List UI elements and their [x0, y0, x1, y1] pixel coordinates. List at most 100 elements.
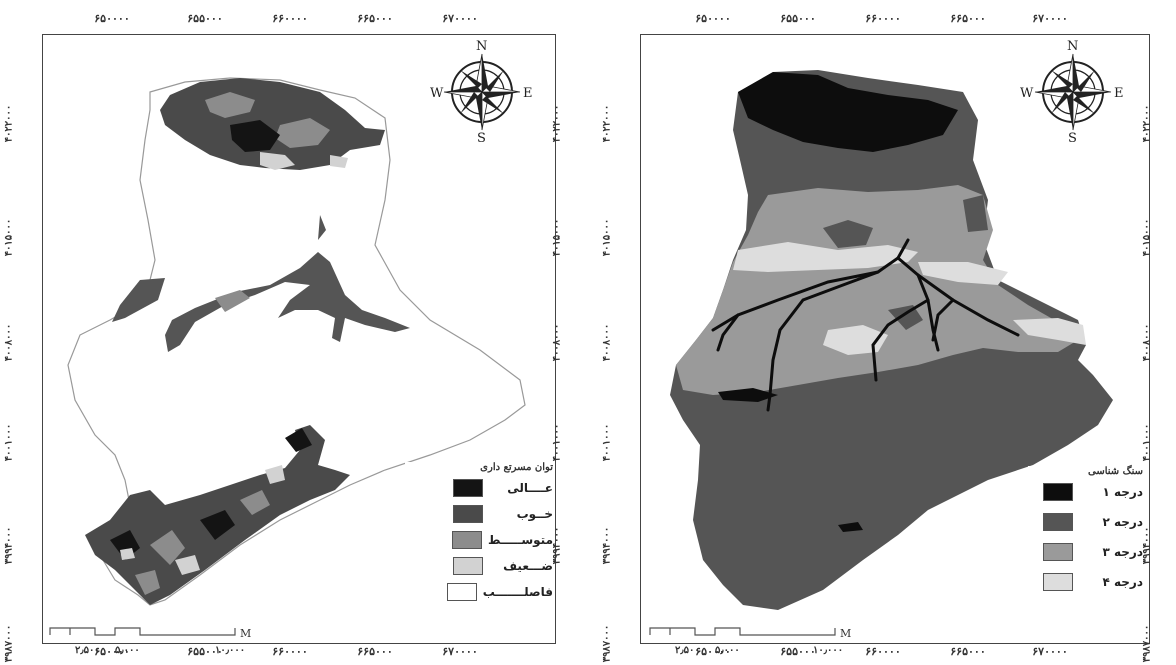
- legend-label: درجه ۳: [1102, 545, 1144, 559]
- lithology-map: ۶۵۰۰۰۰ ۶۵۵۰۰۰ ۶۶۰۰۰۰ ۶۶۵۰۰۰ ۶۷۰۰۰۰ ۴۰۲۲۰…: [588, 0, 1176, 665]
- legend-swatch: [446, 583, 477, 601]
- legend-item: متوســـــط: [405, 531, 553, 549]
- lithology-zone-degree-4: [918, 262, 1008, 285]
- rangeland-zone-good: [112, 278, 165, 322]
- legend-swatch: [1043, 573, 1073, 591]
- north-arrow-icon: [443, 53, 521, 131]
- legend-item: درجه ۲: [1028, 513, 1143, 531]
- rangeland-zone-weak: [330, 155, 348, 168]
- watershed-boundary: [67, 77, 526, 606]
- legend-item: فاصلـــــــب: [405, 583, 553, 601]
- top-tick-label: ۶۷۰۰۰۰: [1032, 12, 1068, 25]
- lithology-zone-degree-2: [963, 195, 988, 232]
- top-tick-label: ۶۷۰۰۰۰: [442, 12, 478, 25]
- bottom-tick-label: ۶۵۰۰۰۰: [94, 645, 130, 658]
- legend-swatch: [1043, 483, 1073, 501]
- legend-item: درجه ۴: [1028, 573, 1143, 591]
- compass-east-label: E: [523, 86, 533, 101]
- rangeland-zone-excellent: [230, 120, 280, 152]
- legend-label: درجه ۱: [1102, 485, 1144, 499]
- legend-swatch: [453, 479, 483, 497]
- scale-label: ۵٫۰۰۰: [715, 645, 740, 656]
- bottom-tick-label: ۶۶۵۰۰۰: [950, 645, 986, 658]
- lithology-zone-degree-2: [823, 220, 873, 248]
- lithology-zone-degree-4: [1013, 318, 1086, 345]
- map-canvas: N S E W M: [649, 39, 1124, 640]
- legend-label: درجه ۴: [1102, 575, 1144, 589]
- rangeland-zone-good: [165, 252, 410, 352]
- scale-label: ۲٫۵۰۰: [75, 645, 100, 656]
- compass-south-label: S: [1068, 131, 1077, 146]
- lithology-zone-degree-1: [718, 388, 778, 402]
- scale-label: ۱۰٫۰۰۰: [215, 645, 246, 656]
- top-tick-label: ۶۶۵۰۰۰: [950, 12, 986, 25]
- scale-label: ۵٫۰۰۰: [115, 645, 140, 656]
- top-tick-label: ۶۶۰۰۰۰: [865, 12, 901, 25]
- top-tick-label: ۶۵۵۰۰۰: [187, 12, 223, 25]
- bottom-tick-label: ۶۷۰۰۰۰: [1032, 645, 1068, 658]
- legend-item: خــوب: [405, 505, 553, 523]
- legend-label: ضـــعیف: [503, 559, 553, 573]
- rangeland-zone-moderate: [135, 570, 160, 595]
- rangeland-zone-weak: [175, 555, 200, 575]
- compass-east-label: E: [1114, 86, 1124, 101]
- top-tick-label: ۶۵۵۰۰۰: [780, 12, 816, 25]
- bottom-tick-label: ۶۵۰۰۰۰: [695, 645, 731, 658]
- bottom-tick-label: ۶۶۰۰۰۰: [865, 645, 901, 658]
- legend-swatch: [453, 505, 483, 523]
- legend-swatch: [1043, 543, 1073, 561]
- legend-swatch: [1043, 513, 1073, 531]
- top-tick-label: ۶۶۰۰۰۰: [272, 12, 308, 25]
- compass-north-label: N: [476, 39, 487, 54]
- rangeland-zone-weak: [120, 548, 135, 560]
- compass-south-label: S: [477, 131, 486, 146]
- map-legend: توان مسرتع داری عــــالی خــوب متوســـــ…: [405, 462, 553, 609]
- lithology-zone-degree-1: [838, 522, 863, 532]
- drainage-network: [711, 238, 1020, 412]
- legend-swatch: [451, 531, 482, 549]
- bottom-tick-label: ۶۶۵۰۰۰: [357, 645, 393, 658]
- rangeland-potential-map: ۶۵۰۰۰۰ ۶۵۵۰۰۰ ۶۶۰۰۰۰ ۶۶۵۰۰۰ ۶۷۰۰۰۰ ۴۰۲۲۰…: [3, 12, 562, 662]
- bottom-tick-label: ۶۵۵۰۰۰: [187, 645, 223, 658]
- top-tick-label: ۶۵۰۰۰۰: [695, 12, 731, 25]
- rangeland-zone-good: [318, 215, 326, 240]
- rangeland-zone-moderate: [240, 490, 270, 515]
- legend-label: فاصلـــــــب: [482, 585, 553, 599]
- bottom-tick-label: ۶۷۰۰۰۰: [442, 645, 478, 658]
- scale-unit: M: [240, 627, 251, 640]
- map-legend: سنگ شناسی درجه ۱ درجه ۲ درجه ۳ درجه ۴: [1028, 466, 1143, 599]
- compass-west-label: W: [1020, 86, 1034, 101]
- rangeland-zone-excellent: [200, 510, 235, 540]
- legend-title: توان مسرتع داری: [480, 462, 553, 473]
- scale-label: ۱۰٫۰۰۰: [813, 645, 844, 656]
- legend-item: ضـــعیف: [405, 557, 553, 575]
- legend-item: درجه ۱: [1028, 483, 1143, 501]
- scale-label: ۲٫۵۰۰: [675, 645, 700, 656]
- map-canvas: N S E W M: [49, 39, 533, 640]
- rangeland-zone-moderate: [150, 530, 185, 565]
- scale-bar: [49, 627, 236, 636]
- top-tick-label: ۶۶۵۰۰۰: [357, 12, 393, 25]
- legend-label: متوســـــط: [487, 533, 553, 547]
- legend-item: عــــالی: [405, 479, 553, 497]
- legend-title: سنگ شناسی: [1088, 466, 1143, 477]
- top-tick-label: ۶۵۰۰۰۰: [94, 12, 130, 25]
- lithology-zone-degree-1: [738, 72, 958, 152]
- rangeland-zone-weak: [260, 152, 295, 170]
- legend-label: درجه ۲: [1102, 515, 1144, 529]
- scale-unit: M: [840, 627, 851, 640]
- north-arrow-icon: [1034, 53, 1112, 131]
- rangeland-zone-excellent: [285, 428, 312, 452]
- bottom-tick-label: ۶۶۰۰۰۰: [272, 645, 308, 658]
- legend-label: خــوب: [516, 507, 553, 521]
- bottom-tick-label: ۶۵۵۰۰۰: [780, 645, 816, 658]
- rangeland-zone-moderate: [205, 92, 255, 118]
- compass-west-label: W: [430, 86, 444, 101]
- rangeland-zone-moderate: [215, 290, 250, 312]
- scale-bar: [649, 627, 836, 636]
- legend-item: درجه ۳: [1028, 543, 1143, 561]
- rangeland-zone-weak: [265, 465, 285, 484]
- compass-north-label: N: [1067, 39, 1078, 54]
- lithology-zone-degree-4: [733, 242, 918, 272]
- rangeland-zone-moderate: [275, 118, 330, 148]
